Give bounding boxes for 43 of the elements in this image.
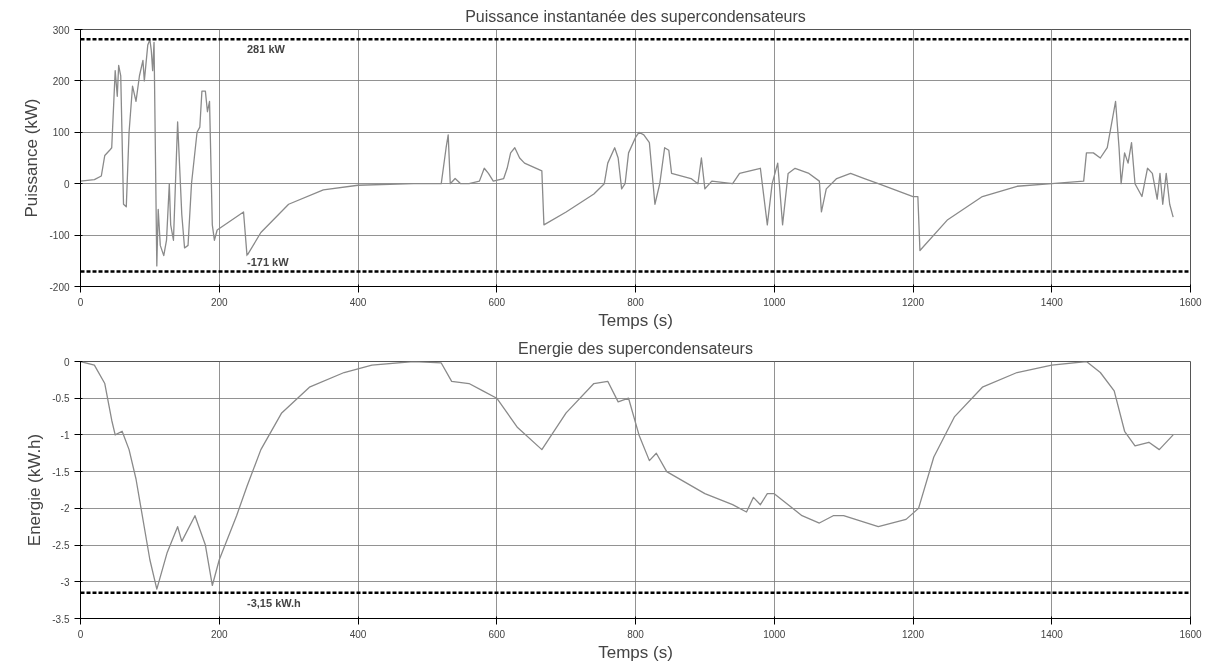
x-tick-label: 600 — [488, 628, 506, 640]
ref-line-label: -171 kW — [247, 255, 290, 268]
y-tick-label: -3 — [60, 576, 70, 588]
x-tick-label: 200 — [210, 628, 229, 640]
x-tick-label: 1400 — [1040, 628, 1064, 640]
y-axis-title: Puissance (kW) — [22, 98, 42, 218]
y-tick-label: -100 — [49, 230, 70, 242]
chart-title: Puissance instantanée des supercondensateurs — [465, 7, 806, 25]
y-tick-label: 100 — [52, 127, 70, 139]
x-tick-label: 0 — [77, 296, 84, 308]
chart-title: Energie des supercondensateurs — [518, 339, 753, 357]
x-tick-label: 1400 — [1040, 296, 1064, 308]
x-tick-label: 400 — [349, 296, 367, 308]
ref-line-label: 281 kW — [247, 43, 286, 56]
ref-line-label: -3,15 kW.h — [247, 596, 302, 609]
line-series — [80, 39, 1174, 267]
y-tick-label: 0 — [63, 356, 70, 368]
x-tick-label: 1600 — [1179, 628, 1203, 640]
x-tick-label: 600 — [488, 296, 506, 308]
x-tick-label: 1200 — [901, 628, 925, 640]
y-tick-label: 0 — [63, 178, 70, 190]
x-tick-label: 200 — [210, 296, 229, 308]
y-tick-label: -200 — [49, 281, 70, 293]
x-tick-label: 1600 — [1179, 296, 1203, 308]
x-tick-label: 800 — [627, 296, 645, 308]
y-tick-label: -1.5 — [52, 466, 70, 478]
y-tick-label: -2 — [60, 503, 70, 515]
y-tick-label: 200 — [52, 75, 70, 87]
x-axis-title: Temps (s) — [598, 310, 673, 330]
y-tick-label: -2.5 — [52, 540, 70, 552]
y-tick-label: 300 — [52, 24, 70, 36]
x-tick-label: 1000 — [763, 628, 786, 640]
x-tick-label: 1200 — [901, 296, 925, 308]
y-tick-label: -0.5 — [52, 393, 70, 405]
line-series — [80, 361, 1174, 590]
y-tick-label: -3.5 — [52, 613, 70, 625]
x-axis-title: Temps (s) — [598, 642, 673, 662]
x-tick-label: 400 — [349, 628, 367, 640]
x-tick-label: 800 — [627, 628, 645, 640]
y-axis-title: Energie (kW.h) — [25, 433, 45, 547]
x-tick-label: 0 — [77, 628, 84, 640]
y-tick-label: -1 — [60, 429, 70, 441]
x-tick-label: 1000 — [763, 296, 786, 308]
